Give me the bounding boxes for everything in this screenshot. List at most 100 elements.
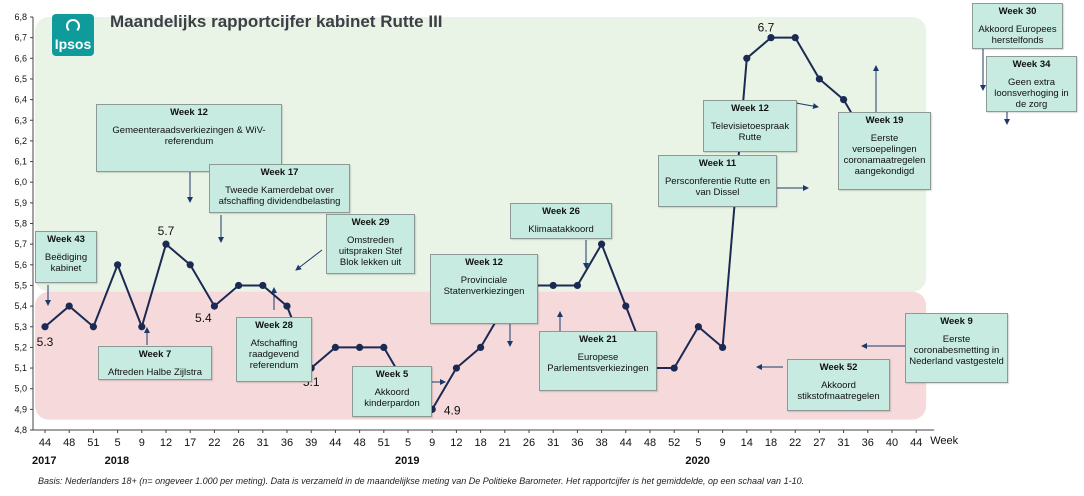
x-tick-label: 31 <box>257 437 269 449</box>
data-point <box>598 240 606 248</box>
x-tick-label: 31 <box>547 437 559 449</box>
data-point <box>573 281 582 290</box>
annotation-box: Week 11 Persconferentie Rutte en van Diss… <box>658 155 777 207</box>
annotation-box: Week 52 Akkoord stikstofmaatregelen <box>787 359 890 411</box>
annotation-title: Week 12 <box>731 103 769 114</box>
y-tick-label: 6,2 <box>14 136 27 146</box>
x-tick-label: 5 <box>115 437 121 449</box>
data-point <box>114 261 122 269</box>
data-point <box>694 323 703 331</box>
y-tick-label: 6,8 <box>14 12 27 22</box>
annotation-title: Week 9 <box>940 316 973 327</box>
y-tick-label: 5,8 <box>14 219 27 229</box>
data-point <box>210 302 218 310</box>
y-tick-label: 5,2 <box>14 342 27 352</box>
annotation-title: Week 7 <box>138 349 172 360</box>
data-point <box>477 343 485 351</box>
data-point <box>41 323 49 331</box>
annotation-title: Week 12 <box>465 257 503 268</box>
x-tick-label: 52 <box>668 437 680 449</box>
annotation-arrows <box>45 48 1010 385</box>
logo-bubble-icon <box>66 19 80 33</box>
annotation-title: Week 19 <box>865 115 904 126</box>
x-tick-label: 5 <box>405 437 411 449</box>
annotation-box: Week 17 Tweede Kamerdebat over afschaffin… <box>209 164 350 213</box>
y-tick-label: 6,3 <box>14 115 27 125</box>
data-point <box>840 96 848 104</box>
y-tick-label: 4,9 <box>14 404 27 414</box>
annotation-body: Europese Parlementsverkiezingen <box>547 351 649 374</box>
annotation-title: Week 21 <box>579 334 617 345</box>
x-tick-label: 21 <box>499 437 511 449</box>
data-point <box>138 323 146 331</box>
x-tick-label: 9 <box>720 437 726 449</box>
data-point <box>622 302 630 310</box>
annotation-title: Week 29 <box>351 217 390 228</box>
data-label: 5.4 <box>195 311 212 325</box>
annotation-body: Geen extra loonsverhoging in de zorg <box>994 76 1069 110</box>
y-tick-label: 5,5 <box>14 280 27 290</box>
data-point <box>356 343 364 351</box>
annotation-box: Week 19 Eerste versoepelingen coronamaatr… <box>838 112 931 190</box>
annotation-box: Week 34 Geen extra loonsverhoging in de z… <box>986 56 1077 112</box>
x-tick-label: 36 <box>281 437 293 449</box>
x-tick-label: 9 <box>429 437 435 449</box>
annotation-title: Week 28 <box>255 320 293 331</box>
logo-text: Ipsos <box>54 36 92 52</box>
x-tick-label: 14 <box>741 437 753 449</box>
x-tick-label: 44 <box>329 437 341 449</box>
data-point <box>235 281 243 290</box>
annotation-body: Klimaatakkoord <box>528 223 594 235</box>
y-tick-label: 5,1 <box>14 363 27 373</box>
chart-title: Maandelijks rapportcijfer kabinet Rutte … <box>110 12 443 31</box>
annotation-box: Week 12 Televisietoespraak Rutte <box>703 100 797 152</box>
data-point <box>186 261 194 269</box>
data-point <box>283 302 291 310</box>
data-label: 4.9 <box>444 403 461 417</box>
data-point <box>452 364 460 372</box>
data-point <box>89 323 97 331</box>
y-tick-label: 5,7 <box>14 239 27 249</box>
x-tick-label: 5 <box>695 437 701 449</box>
annotation-box: Week 7 Aftreden Halbe Zijlstra <box>98 346 212 380</box>
annotation-body: Aftreden Halbe Zijlstra <box>108 366 202 378</box>
x-tick-label: 31 <box>837 437 849 449</box>
data-point <box>670 364 678 372</box>
x-tick-label: 48 <box>63 437 75 449</box>
x-tick-label: 44 <box>39 437 51 449</box>
x-tick-label: 44 <box>620 437 632 449</box>
y-tick-label: 6,4 <box>14 95 27 105</box>
x-tick-label: 18 <box>765 437 777 449</box>
annotation-box: Week 28 Afschaffing raadgevend referendum <box>236 317 312 382</box>
annotation-box: Week 9 Eerste coronabesmetting in Nederla… <box>905 313 1008 383</box>
data-label: 6.7 <box>758 21 775 35</box>
footnote: Basis: Nederlanders 18+ (n= ongeveer 1.0… <box>38 476 805 486</box>
data-point <box>380 343 388 351</box>
y-tick-label: 5,3 <box>14 322 27 332</box>
zone-green <box>35 17 927 292</box>
data-point <box>743 54 751 62</box>
x-tick-label: 22 <box>208 437 220 449</box>
annotation-box: Week 43 Beëdiging kabinet <box>35 231 97 283</box>
x-tick-label: 40 <box>886 437 898 449</box>
y-tick-label: 6,6 <box>14 53 27 63</box>
annotation-box: Week 5 Akkoord kinderpardon <box>352 366 432 417</box>
annotation-body: Afschaffing raadgevend referendum <box>248 337 300 371</box>
x-tick-label: 27 <box>813 437 825 449</box>
annotation-title: Week 43 <box>47 234 85 245</box>
y-tick-label: 6,1 <box>14 157 27 167</box>
x-axis: 44 48 51 5 9 12 17 22 26 31 36 39 44 48 51 5 9 12 18 21 26 31… <box>32 429 959 467</box>
data-point <box>719 343 727 351</box>
annotation-title: Week 11 <box>698 158 737 169</box>
annotation-body: Persconferentie Rutte en van Dissel <box>664 175 771 198</box>
x-tick-label: 26 <box>232 437 244 449</box>
x-tick-label: 44 <box>910 437 922 449</box>
annotation-body: Televisietoespraak Rutte <box>710 120 790 143</box>
annotation-body: Akkoord stikstofmaatregelen <box>797 379 880 402</box>
x-tick-label: 51 <box>378 437 390 449</box>
annotation-body: Akkoord kinderpardon <box>364 386 420 409</box>
x-tick-label: 12 <box>450 437 462 449</box>
x-tick-label: 12 <box>160 437 172 449</box>
annotation-box: Week 26 Klimaatakkoord <box>510 203 612 239</box>
